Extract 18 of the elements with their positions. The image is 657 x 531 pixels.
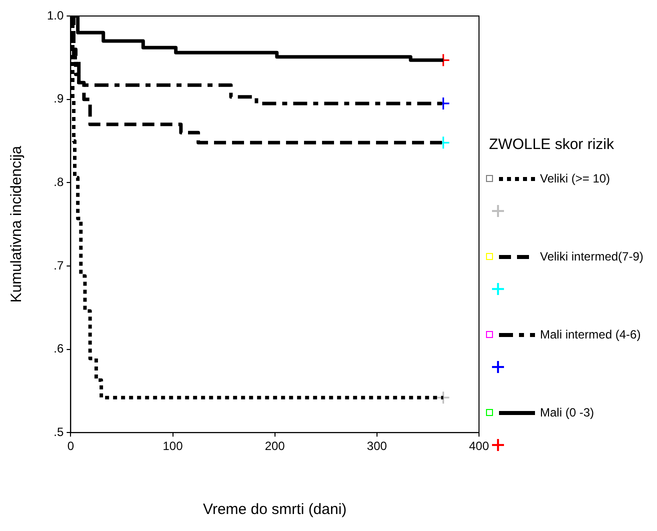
legend-label: Veliki intermed(7-9) (540, 249, 644, 264)
y-axis-title: Kumulativna incidencija (8, 145, 26, 303)
legend-label: Mali (0 -3) (540, 405, 594, 420)
y-tick-label: .6 (54, 342, 64, 356)
legend-label: Mali intermed (4-6) (540, 327, 641, 342)
y-tick-label: .5 (54, 424, 64, 439)
y-tick-label: .8 (54, 174, 64, 189)
x-tick-label: 0 (67, 439, 74, 454)
x-tick-label: 400 (468, 439, 490, 454)
x-tick-label: 100 (162, 439, 184, 454)
x-tick-label: 300 (366, 439, 388, 454)
x-tick-label: 200 (264, 439, 286, 454)
x-axis-title: Vreme do smrti (dani) (203, 501, 347, 518)
y-tick-label: 1.0 (46, 8, 64, 22)
y-tick-label: .9 (54, 92, 64, 106)
legend-title: ZWOLLE skor rizik (489, 136, 615, 154)
legend-label: Veliki (>= 10) (540, 171, 610, 186)
y-tick-label: .7 (54, 258, 64, 272)
